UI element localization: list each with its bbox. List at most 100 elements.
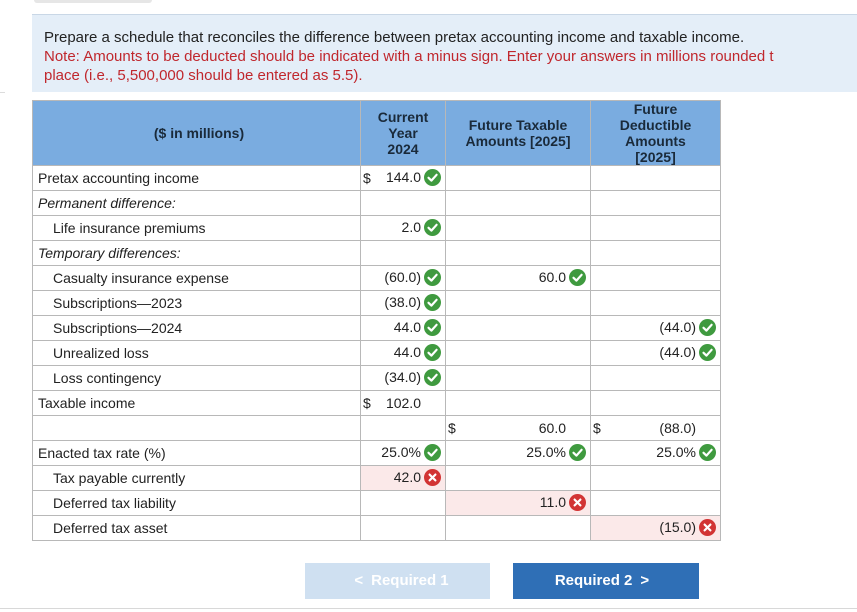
taxable-cell xyxy=(445,515,591,541)
current-unrealized-input[interactable]: 44.0 xyxy=(360,340,446,366)
current-losscont-input[interactable]: (34.0) xyxy=(360,365,446,391)
current-cell xyxy=(360,490,446,516)
check-circle-icon xyxy=(424,268,441,286)
deductible-unrealized-input[interactable]: (44.0) xyxy=(590,340,721,366)
taxable-cell xyxy=(445,190,591,216)
table-row: Pretax accounting income $ 144.0 xyxy=(32,165,721,191)
current-taxable-income: $102.0 xyxy=(360,390,446,416)
deductible-subs2024-input[interactable]: (44.0) xyxy=(590,315,721,341)
check-circle-icon xyxy=(424,218,441,236)
header-row: ($ in millions) Current Year 2024 Future T… xyxy=(32,100,721,166)
table-row: Deferred tax asset (15.0) xyxy=(32,515,721,541)
current-cell xyxy=(360,240,446,266)
row-label: Subscriptions—2023 xyxy=(32,290,361,316)
table-row: Temporary differences: xyxy=(32,240,721,266)
row-label: Deferred tax liability xyxy=(32,490,361,516)
deductible-cell xyxy=(590,390,721,416)
table-row: Casualty insurance expense (60.0) 60.0 xyxy=(32,265,721,291)
instruction-note-continued: place (i.e., 5,500,000 should be entered… xyxy=(44,67,363,84)
taxable-cell xyxy=(445,240,591,266)
taxable-cell xyxy=(445,165,591,191)
header-future-taxable: Future Taxable Amounts [2025] xyxy=(445,100,591,166)
next-required-button[interactable]: Required 2 > xyxy=(513,563,699,599)
current-life-input[interactable]: 2.0 xyxy=(360,215,446,241)
row-label: Subscriptions—2024 xyxy=(32,315,361,341)
check-circle-icon xyxy=(699,318,716,336)
row-label: Loss contingency xyxy=(32,365,361,391)
current-cell xyxy=(360,415,446,441)
deductible-cell xyxy=(590,215,721,241)
deductible-cell xyxy=(590,490,721,516)
current-subs2023-input[interactable]: (38.0) xyxy=(360,290,446,316)
taxable-cell xyxy=(445,390,591,416)
check-circle-icon xyxy=(424,293,441,311)
deductible-total: $ (88.0) xyxy=(590,415,721,441)
check-circle-icon xyxy=(424,343,441,361)
deductible-cell xyxy=(590,465,721,491)
current-rate-input[interactable]: 25.0% xyxy=(360,440,446,466)
next-required-label: Required 2 xyxy=(554,572,633,589)
header-label: ($ in millions) xyxy=(32,100,361,166)
top-tab-edge xyxy=(34,0,152,3)
current-pretax-input[interactable]: $ 144.0 xyxy=(360,165,446,191)
taxable-casualty-input[interactable]: 60.0 xyxy=(445,265,591,291)
check-circle-icon xyxy=(569,443,586,461)
deductible-cell xyxy=(590,365,721,391)
current-payable-input[interactable]: 42.0 xyxy=(360,465,446,491)
table-row: $60.0 $ (88.0) xyxy=(32,415,721,441)
row-label xyxy=(32,415,361,441)
deductible-cell xyxy=(590,265,721,291)
table-row: Permanent difference: xyxy=(32,190,721,216)
table-row: Deferred tax liability 11.0 xyxy=(32,490,721,516)
deductible-cell xyxy=(590,165,721,191)
current-casualty-input[interactable]: (60.0) xyxy=(360,265,446,291)
instruction-note: Note: Amounts to be deducted should be i… xyxy=(44,48,774,65)
prev-required-button[interactable]: < Required 1 xyxy=(305,563,490,599)
check-circle-icon xyxy=(424,443,441,461)
row-label: Temporary differences: xyxy=(32,240,361,266)
table-row: Unrealized loss 44.0 (44.0) xyxy=(32,340,721,366)
x-circle-icon xyxy=(699,518,716,536)
row-label: Unrealized loss xyxy=(32,340,361,366)
taxable-cell xyxy=(445,215,591,241)
check-circle-icon xyxy=(699,343,716,361)
row-label: Pretax accounting income xyxy=(32,165,361,191)
table-row: Taxable income $102.0 xyxy=(32,390,721,416)
instructions-panel: Prepare a schedule that reconciles the d… xyxy=(32,14,857,92)
check-circle-icon xyxy=(699,443,716,461)
taxable-cell xyxy=(445,465,591,491)
taxable-rate-input[interactable]: 25.0% xyxy=(445,440,591,466)
taxable-cell xyxy=(445,365,591,391)
row-label: Enacted tax rate (%) xyxy=(32,440,361,466)
check-circle-icon xyxy=(569,268,586,286)
current-cell xyxy=(360,190,446,216)
current-subs2024-input[interactable]: 44.0 xyxy=(360,315,446,341)
x-circle-icon xyxy=(569,493,586,511)
table-row: Enacted tax rate (%) 25.0% 25.0% 25.0% xyxy=(32,440,721,466)
row-label: Taxable income xyxy=(32,390,361,416)
deductible-dta-input[interactable]: (15.0) xyxy=(590,515,721,541)
header-future-deductible: Future Deductible Amounts [2025] xyxy=(590,100,721,166)
taxable-dtl-input[interactable]: 11.0 xyxy=(445,490,591,516)
reconciliation-schedule: ($ in millions) Current Year 2024 Future T… xyxy=(32,100,721,541)
table-row: Subscriptions—2024 44.0 (44.0) xyxy=(32,315,721,341)
instruction-text: Prepare a schedule that reconciles the d… xyxy=(44,29,745,46)
prev-required-label: Required 1 xyxy=(371,572,449,589)
deductible-cell xyxy=(590,190,721,216)
taxable-cell xyxy=(445,340,591,366)
row-label: Deferred tax asset xyxy=(32,515,361,541)
header-current-year: Current Year 2024 xyxy=(360,100,446,166)
check-circle-icon xyxy=(424,318,441,336)
taxable-cell xyxy=(445,315,591,341)
table-row: Tax payable currently 42.0 xyxy=(32,465,721,491)
table-row: Subscriptions—2023 (38.0) xyxy=(32,290,721,316)
deductible-cell xyxy=(590,290,721,316)
table-row: Life insurance premiums 2.0 xyxy=(32,215,721,241)
taxable-cell xyxy=(445,290,591,316)
deductible-cell xyxy=(590,240,721,266)
current-cell xyxy=(360,515,446,541)
chevron-left-icon: < xyxy=(354,572,364,589)
row-label: Tax payable currently xyxy=(32,465,361,491)
deductible-rate-input[interactable]: 25.0% xyxy=(590,440,721,466)
x-circle-icon xyxy=(424,468,441,486)
